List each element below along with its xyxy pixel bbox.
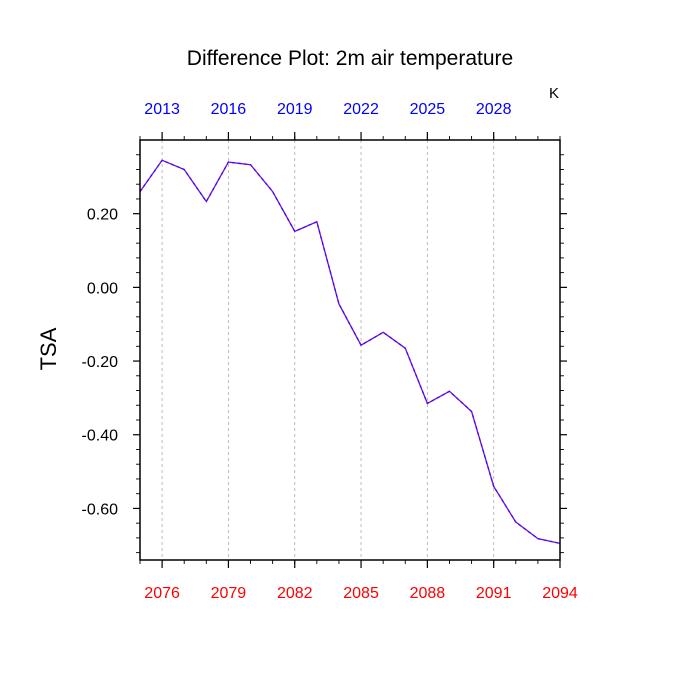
- bottom-x-tick-label: 2082: [277, 585, 313, 602]
- bottom-x-tick-label: 2076: [144, 585, 180, 602]
- y-tick-label: -0.60: [82, 501, 119, 518]
- series-line-tsa-dash-overlay: [139, 159, 561, 545]
- series-line-tsa: [139, 159, 561, 545]
- axis-ticks: [133, 132, 567, 568]
- top-x-tick-label: 2022: [343, 101, 379, 118]
- bottom-x-tick-label: 2094: [542, 585, 578, 602]
- y-tick-label: -0.40: [82, 428, 119, 445]
- bottom-x-tick-label: 2079: [211, 585, 247, 602]
- tick-labels: 0.20 0.00 -0.20 -0.40 -0.60 2076 2079 2082 2085 2…: [82, 101, 578, 602]
- plot-frame: [139, 139, 561, 561]
- y-axis-label: TSA: [36, 327, 61, 370]
- y-tick-label: 0.00: [87, 280, 118, 297]
- y-tick-label: 0.20: [87, 207, 118, 224]
- bottom-x-tick-label: 2088: [410, 585, 446, 602]
- top-x-tick-label: 2013: [144, 101, 180, 118]
- units-label: K: [549, 85, 559, 102]
- bottom-x-tick-label: 2085: [343, 585, 379, 602]
- chart-title: Difference Plot: 2m air temperature: [187, 47, 513, 70]
- top-x-tick-label: 2025: [410, 101, 446, 118]
- y-tick-label: -0.20: [82, 354, 119, 371]
- top-x-tick-label: 2016: [211, 101, 247, 118]
- bottom-x-tick-label: 2091: [476, 585, 512, 602]
- top-x-tick-label: 2019: [277, 101, 313, 118]
- grid-lines: [161, 140, 495, 560]
- top-x-tick-label: 2028: [476, 101, 512, 118]
- series-layer: [139, 159, 561, 545]
